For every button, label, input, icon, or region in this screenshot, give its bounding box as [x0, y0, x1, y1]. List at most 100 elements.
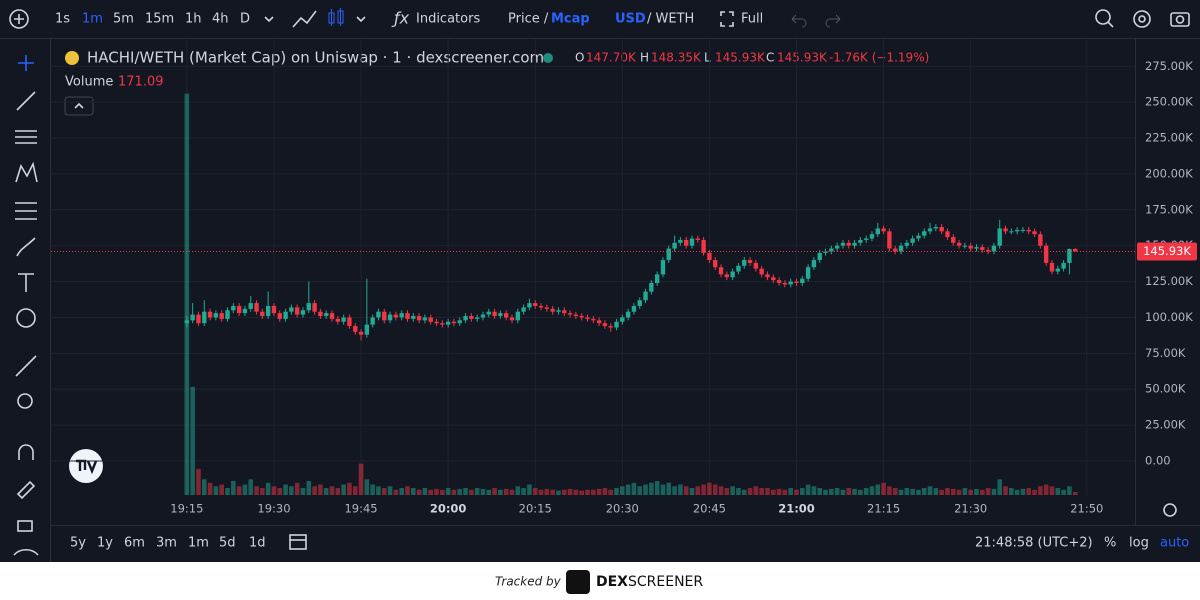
volume-bar: [469, 489, 474, 495]
range-button[interactable]: 3m: [156, 536, 177, 551]
eye-tool[interactable]: [13, 548, 39, 556]
candle-body: [492, 311, 497, 317]
candle-body: [811, 260, 817, 268]
candle-body: [736, 265, 741, 272]
candle-body: [271, 305, 277, 314]
volume-bar: [405, 486, 410, 495]
ohlc-label: C: [766, 51, 774, 65]
interval-button[interactable]: 15m: [145, 12, 174, 27]
candle-body: [1038, 234, 1043, 246]
candle-body: [904, 242, 910, 246]
settings-icon[interactable]: [1133, 10, 1151, 28]
interval-button[interactable]: 4h: [212, 12, 229, 27]
lock-tool[interactable]: [17, 520, 33, 532]
volume-bar: [503, 488, 509, 495]
auto-toggle[interactable]: auto: [1160, 536, 1189, 551]
pencil-lock-tool[interactable]: [16, 480, 36, 500]
candle-body: [260, 311, 265, 317]
volume-bar: [695, 486, 701, 495]
candle-body: [701, 239, 706, 253]
mcap-toggle[interactable]: Mcap: [551, 12, 590, 27]
candle-icon[interactable]: [328, 8, 344, 26]
ohlc-label: L: [704, 51, 711, 65]
interval-button[interactable]: D: [240, 12, 250, 27]
range-button[interactable]: 1y: [97, 536, 113, 551]
log-toggle[interactable]: log: [1129, 536, 1149, 551]
search-icon[interactable]: [1095, 9, 1114, 28]
range-button[interactable]: 6m: [124, 536, 145, 551]
ruler-tool[interactable]: [15, 355, 37, 377]
interval-button[interactable]: 1h: [185, 12, 202, 27]
volume-label: Volume: [65, 75, 113, 90]
interval-button[interactable]: 1s: [55, 12, 70, 27]
candle-body: [614, 321, 619, 328]
volume-bar: [498, 489, 503, 495]
undo-icon[interactable]: [791, 14, 807, 28]
candle-body: [1061, 262, 1066, 269]
indicators-button[interactable]: Indicators: [416, 12, 480, 27]
candle-body: [405, 313, 410, 319]
plot: [51, 39, 1135, 496]
projection-tool[interactable]: [15, 202, 37, 220]
volume-bar: [643, 484, 648, 495]
volume-bar: [730, 486, 735, 495]
volume-bar: [596, 488, 602, 495]
fullscreen-icon[interactable]: [720, 11, 734, 27]
candle-body: [196, 314, 201, 324]
volume-bar: [196, 468, 201, 495]
price-toggle[interactable]: Price /: [508, 12, 549, 27]
volume-bar: [376, 486, 381, 495]
fx-icon[interactable]: ƒx: [391, 9, 410, 28]
volume-bar: [852, 488, 857, 495]
volume-bar: [463, 488, 468, 495]
percent-toggle[interactable]: %: [1104, 536, 1116, 551]
candle-body: [1032, 231, 1037, 235]
x-tick-label: 20:30: [606, 502, 639, 516]
zoom-tool[interactable]: [17, 393, 33, 409]
axis-settings[interactable]: [1163, 503, 1177, 517]
redo-icon[interactable]: [825, 14, 841, 28]
plus-icon[interactable]: [9, 9, 29, 29]
y-tick-label: 50.00K: [1145, 382, 1186, 396]
pattern-tool[interactable]: [15, 161, 38, 183]
candle-body: [956, 242, 962, 246]
text-tool[interactable]: [18, 273, 34, 292]
volume-bar: [747, 488, 753, 495]
volume-bar: [1067, 486, 1072, 495]
crosshair-tool[interactable]: [18, 55, 34, 71]
interval-button[interactable]: 5m: [113, 12, 134, 27]
candle-body: [602, 323, 608, 327]
candle-body: [1055, 268, 1060, 272]
range-button[interactable]: 5d: [219, 536, 236, 551]
range-button[interactable]: 1m: [188, 536, 209, 551]
volume-bar: [817, 488, 823, 495]
usd-toggle[interactable]: USD: [615, 12, 646, 27]
volume-bar: [271, 486, 277, 495]
camera-icon[interactable]: [1170, 12, 1190, 27]
candle-body: [782, 283, 788, 285]
volume-bar: [608, 489, 614, 495]
candle-body: [887, 231, 892, 249]
calendar-icon[interactable]: [289, 534, 307, 550]
volume-bar: [614, 488, 619, 495]
trend-line-tool[interactable]: [16, 91, 36, 111]
volume-bar: [364, 479, 370, 495]
volume-bar: [1003, 486, 1008, 495]
volume-bar: [712, 484, 718, 495]
candle-body: [573, 314, 579, 317]
chevron[interactable]: [264, 16, 366, 23]
range-button[interactable]: 1d: [249, 536, 266, 551]
volume-bar: [399, 488, 404, 495]
fib-tool[interactable]: [15, 130, 37, 144]
full-button[interactable]: Full: [741, 12, 763, 27]
emoji-tool[interactable]: [16, 308, 36, 328]
line-chart-icon[interactable]: [292, 10, 317, 28]
range-button[interactable]: 5y: [70, 536, 86, 551]
collapse-button[interactable]: [64, 96, 94, 116]
brush-tool[interactable]: [16, 237, 36, 257]
volume-bar: [933, 488, 939, 495]
weth-toggle[interactable]: / WETH: [647, 12, 694, 27]
volume-bar: [370, 484, 375, 495]
interval-button[interactable]: 1m: [82, 12, 103, 27]
magnet-tool[interactable]: [18, 444, 34, 460]
